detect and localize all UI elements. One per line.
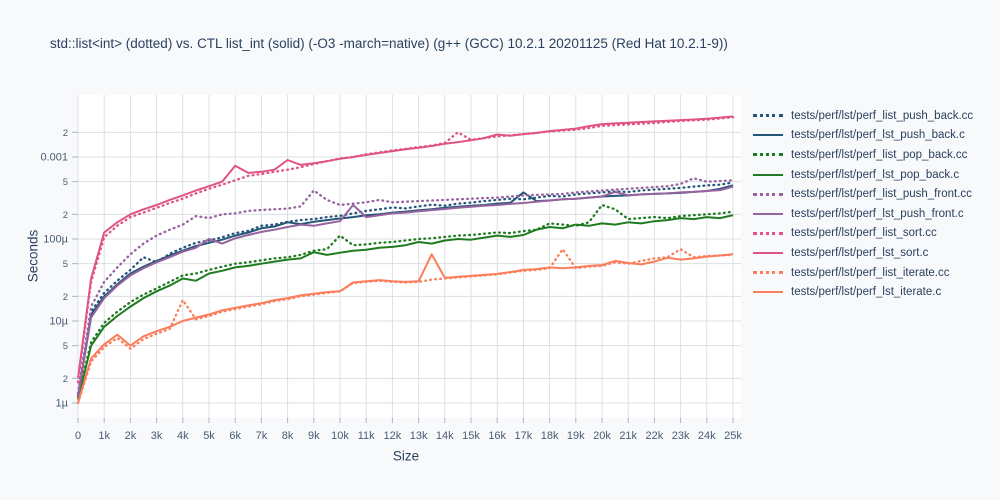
legend-item[interactable]: tests/perf/lst/perf_list_push_front.cc — [753, 184, 973, 204]
y-tick-label: 2 — [63, 374, 68, 385]
legend-label: tests/perf/lst/perf_list_pop_back.cc — [791, 148, 968, 161]
legend-dotted-line-icon — [753, 231, 783, 235]
legend-label: tests/perf/lst/perf_lst_sort.c — [791, 246, 929, 259]
x-tick-label: 3k — [151, 430, 163, 442]
legend-label: tests/perf/lst/perf_list_push_front.cc — [791, 188, 972, 201]
x-tick-label: 7k — [256, 430, 268, 442]
legend-item[interactable]: tests/perf/lst/perf_lst_push_front.c — [753, 204, 973, 224]
x-tick-label: 4k — [177, 430, 189, 442]
x-tick-label: 5k — [203, 430, 215, 442]
series-line — [76, 181, 735, 395]
x-tick-label: 1k — [98, 430, 110, 442]
x-tick-label: 24k — [698, 430, 716, 442]
y-tick-label: 100µ — [43, 234, 68, 246]
legend-solid-line-icon — [753, 251, 783, 254]
legend-label: tests/perf/lst/perf_lst_push_back.c — [791, 129, 965, 142]
x-tick-label: 10k — [331, 430, 349, 442]
x-tick-label: 2k — [125, 430, 137, 442]
x-tick-label: 12k — [384, 430, 402, 442]
x-tick-label: 0 — [75, 430, 81, 442]
legend-item[interactable]: tests/perf/lst/perf_list_push_back.cc — [753, 106, 973, 126]
legend-item[interactable]: tests/perf/lst/perf_lst_push_back.c — [753, 126, 973, 146]
x-tick-label: 21k — [619, 430, 637, 442]
series-lines — [76, 115, 735, 405]
legend-item[interactable]: tests/perf/lst/perf_lst_sort.c — [753, 243, 973, 263]
x-tick-label: 14k — [436, 430, 454, 442]
x-tick-label: 22k — [646, 430, 664, 442]
legend-label: tests/perf/lst/perf_list_iterate.cc — [791, 266, 950, 279]
x-tick-label: 17k — [515, 430, 533, 442]
x-tick-label: 18k — [541, 430, 559, 442]
legend-item[interactable]: tests/perf/lst/perf_list_iterate.cc — [753, 263, 973, 283]
y-tick-label: 10µ — [49, 316, 68, 328]
plot-background — [78, 95, 741, 418]
legend-solid-line-icon — [753, 134, 783, 137]
legend-label: tests/perf/lst/perf_lst_push_front.c — [791, 207, 964, 220]
y-tick-label: 1µ — [56, 398, 69, 410]
legend-solid-line-icon — [753, 173, 783, 176]
x-tick-label: 20k — [593, 430, 611, 442]
x-tick-label: 9k — [308, 430, 320, 442]
series-line — [77, 185, 734, 397]
legend-label: tests/perf/lst/perf_lst_iterate.c — [791, 286, 942, 299]
legend-dotted-line-icon — [753, 114, 783, 118]
legend-item[interactable]: tests/perf/lst/perf_lst_pop_back.c — [753, 165, 973, 185]
legend-item[interactable]: tests/perf/lst/perf_list_sort.cc — [753, 224, 973, 244]
legend-item[interactable]: tests/perf/lst/perf_lst_iterate.c — [753, 282, 973, 302]
legend-label: tests/perf/lst/perf_list_push_back.cc — [791, 109, 974, 122]
x-tick-label: 16k — [488, 430, 506, 442]
chart-title: std::list<int> (dotted) vs. CTL list_int… — [50, 36, 728, 51]
x-tick-label: 8k — [282, 430, 294, 442]
x-axis-title: Size — [392, 448, 420, 464]
legend-item[interactable]: tests/perf/lst/perf_list_pop_back.cc — [753, 145, 973, 165]
x-tick-label: 19k — [567, 430, 585, 442]
y-tick-label: 5 — [63, 259, 68, 270]
legend-label: tests/perf/lst/perf_list_sort.cc — [791, 227, 937, 240]
y-tick-label: 2 — [63, 210, 68, 221]
x-tick-label: 11k — [358, 430, 375, 442]
series-line — [77, 115, 734, 379]
x-tick-label: 6k — [229, 430, 241, 442]
y-tick-label: 2 — [63, 292, 68, 303]
series-line — [77, 214, 734, 400]
y-tick-label: 5 — [63, 177, 68, 188]
legend-dotted-line-icon — [753, 271, 783, 275]
y-tick-label: 5 — [63, 341, 68, 352]
x-tick-label: 23k — [672, 430, 690, 442]
series-line — [77, 253, 734, 404]
y-tick-label: 0.001 — [40, 152, 68, 164]
x-axis: 0 1k 2k 3k 4k 5k 6k 7k 8k 9k 10k 11k 12k 13k 14k 15k 16k… — [75, 95, 742, 442]
series-line — [76, 177, 735, 395]
series-line — [76, 203, 735, 398]
legend-solid-line-icon — [753, 212, 783, 215]
legend-dotted-line-icon — [753, 192, 783, 196]
legend-solid-line-icon — [753, 291, 783, 294]
legend-label: tests/perf/lst/perf_lst_pop_back.c — [791, 168, 960, 181]
legend-dotted-line-icon — [753, 153, 783, 157]
x-tick-label: 13k — [410, 430, 428, 442]
x-tick-label: 25k — [724, 430, 742, 442]
y-tick-label: 2 — [63, 128, 68, 139]
x-tick-label: 15k — [462, 430, 480, 442]
